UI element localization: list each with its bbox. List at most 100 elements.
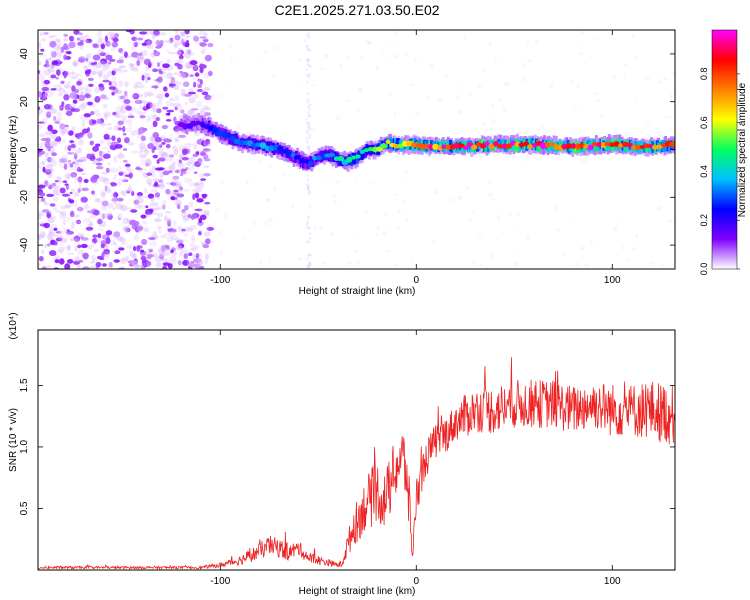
ridge-core-cell bbox=[493, 140, 499, 147]
noise-cell bbox=[38, 125, 43, 129]
noise-cell bbox=[56, 50, 62, 57]
colorbar-tick-label: 0.6 bbox=[699, 116, 709, 129]
noise-cell bbox=[115, 236, 123, 241]
noise-cell bbox=[180, 88, 187, 92]
background-cell bbox=[468, 217, 473, 222]
noise-cell bbox=[199, 107, 206, 114]
background-cell bbox=[523, 62, 526, 67]
noise-cell bbox=[89, 215, 97, 219]
noise-cell bbox=[97, 152, 104, 158]
noise-cell bbox=[165, 100, 172, 107]
noise-cell bbox=[111, 192, 117, 199]
noise-cell bbox=[146, 254, 155, 258]
snr-ylabel: SNR (10 * v/v) bbox=[8, 408, 19, 472]
noise-cell bbox=[86, 52, 92, 58]
noise-cell bbox=[200, 49, 206, 55]
noise-cell bbox=[57, 87, 66, 93]
background-cell bbox=[514, 261, 519, 267]
noise-cell bbox=[167, 220, 171, 227]
noise-cell bbox=[61, 129, 65, 137]
noise-cell bbox=[133, 199, 140, 205]
noise-cell bbox=[155, 78, 162, 82]
noise-cell bbox=[196, 198, 204, 203]
noise-cell bbox=[204, 252, 209, 256]
noise-cell bbox=[111, 70, 116, 76]
noise-cell bbox=[46, 211, 52, 219]
noise-cell bbox=[104, 255, 110, 261]
background-cell bbox=[313, 226, 317, 230]
noise-cell bbox=[134, 99, 143, 105]
noise-cell bbox=[72, 99, 78, 104]
noise-cell bbox=[53, 116, 57, 121]
background-cell bbox=[633, 55, 637, 60]
streak-cell bbox=[307, 111, 311, 115]
background-cell bbox=[580, 30, 585, 35]
noise-cell bbox=[177, 260, 182, 266]
noise-cell bbox=[180, 173, 184, 177]
noise-cell bbox=[117, 178, 123, 185]
noise-cell bbox=[50, 183, 55, 189]
streak-cell bbox=[307, 145, 311, 149]
noise-cell bbox=[147, 143, 155, 150]
noise-cell bbox=[177, 245, 184, 251]
streak-cell bbox=[305, 74, 309, 78]
background-cell bbox=[291, 203, 295, 209]
noise-cell bbox=[79, 115, 88, 122]
noise-cell bbox=[108, 81, 112, 86]
noise-cell bbox=[103, 133, 110, 140]
noise-cell bbox=[124, 255, 131, 259]
noise-cell bbox=[66, 252, 75, 256]
noise-cell bbox=[204, 94, 212, 101]
noise-cell bbox=[76, 159, 84, 163]
noise-cell bbox=[49, 133, 57, 140]
noise-cell bbox=[195, 181, 202, 186]
streak-cell bbox=[306, 266, 310, 269]
noise-cell bbox=[174, 177, 179, 185]
noise-cell bbox=[38, 69, 41, 75]
noise-cell bbox=[184, 247, 189, 254]
noise-cell bbox=[38, 262, 41, 268]
noise-cell bbox=[102, 178, 110, 185]
noise-cell bbox=[122, 125, 126, 133]
noise-cell bbox=[86, 101, 93, 106]
noise-cell bbox=[177, 243, 185, 249]
noise-cell bbox=[146, 91, 154, 97]
noise-cell bbox=[97, 70, 104, 77]
noise-cell bbox=[192, 34, 199, 41]
noise-cell bbox=[100, 58, 108, 65]
ridge-core-cell bbox=[238, 140, 245, 146]
noise-cell bbox=[182, 171, 190, 175]
background-cell bbox=[577, 39, 581, 43]
ridge-core-cell bbox=[277, 145, 284, 152]
noise-cell bbox=[150, 31, 155, 36]
noise-cell bbox=[92, 67, 99, 75]
streak-cell bbox=[308, 262, 312, 266]
noise-cell bbox=[94, 86, 100, 94]
noise-cell bbox=[85, 53, 91, 59]
noise-cell bbox=[112, 37, 119, 43]
ridge-core-cell bbox=[479, 143, 487, 149]
background-cell bbox=[223, 214, 227, 219]
noise-cell bbox=[131, 260, 138, 267]
snr-xtick-label: 100 bbox=[604, 576, 621, 587]
noise-cell bbox=[42, 92, 47, 99]
noise-cell bbox=[158, 99, 162, 105]
noise-cell bbox=[87, 77, 94, 81]
noise-cell bbox=[201, 46, 208, 50]
noise-cell bbox=[165, 112, 171, 116]
streak-cell bbox=[307, 226, 310, 230]
noise-cell bbox=[146, 256, 152, 260]
background-cell bbox=[375, 63, 379, 67]
background-cell bbox=[657, 80, 663, 85]
noise-cell bbox=[87, 132, 93, 139]
noise-cell bbox=[143, 58, 151, 66]
background-cell bbox=[297, 57, 302, 62]
noise-cell bbox=[195, 186, 202, 193]
noise-cell bbox=[126, 190, 131, 194]
noise-cell bbox=[116, 89, 123, 95]
noise-cell bbox=[146, 40, 153, 44]
noise-cell bbox=[196, 252, 203, 260]
noise-cell bbox=[83, 113, 91, 118]
noise-cell bbox=[40, 48, 45, 52]
noise-cell bbox=[44, 180, 49, 187]
